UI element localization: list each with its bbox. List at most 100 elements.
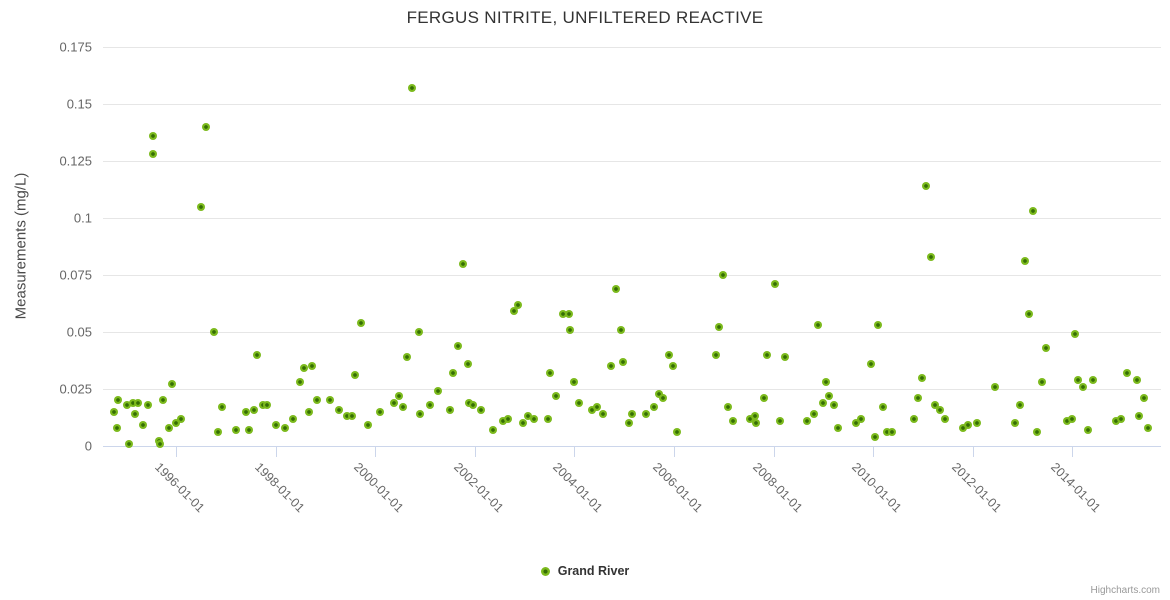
data-point[interactable] (530, 414, 539, 423)
data-point[interactable] (407, 84, 416, 93)
data-point[interactable] (543, 414, 552, 423)
data-point[interactable] (144, 400, 153, 409)
data-point[interactable] (364, 421, 373, 430)
data-point[interactable] (917, 373, 926, 382)
data-point[interactable] (217, 403, 226, 412)
data-point[interactable] (1063, 416, 1072, 425)
data-point[interactable] (672, 428, 681, 437)
data-point[interactable] (803, 416, 811, 425)
data-point[interactable] (513, 300, 522, 309)
data-point[interactable] (155, 439, 164, 448)
data-point[interactable] (1015, 400, 1024, 409)
data-point[interactable] (453, 341, 462, 350)
data-point[interactable] (342, 412, 351, 421)
highcharts-credits-link[interactable]: Highcharts.com (1090, 585, 1160, 596)
data-point[interactable] (335, 405, 344, 414)
data-point[interactable] (1123, 369, 1132, 378)
data-point[interactable] (128, 398, 137, 407)
data-point[interactable] (138, 421, 147, 430)
data-point[interactable] (213, 428, 222, 437)
data-point[interactable] (399, 403, 408, 412)
data-point[interactable] (295, 378, 304, 387)
data-point[interactable] (209, 328, 218, 336)
data-point[interactable] (130, 410, 139, 419)
data-point[interactable] (449, 369, 457, 378)
data-point[interactable] (616, 325, 625, 334)
data-point[interactable] (159, 396, 168, 405)
data-point[interactable] (289, 414, 298, 423)
data-point[interactable] (882, 428, 891, 437)
data-point[interactable] (857, 414, 866, 423)
data-point[interactable] (1078, 382, 1087, 391)
data-point[interactable] (307, 362, 316, 371)
data-point[interactable] (347, 412, 356, 421)
data-point[interactable] (665, 350, 674, 359)
data-point[interactable] (1071, 330, 1080, 339)
data-point[interactable] (1010, 419, 1019, 428)
data-point[interactable] (241, 407, 250, 416)
data-point[interactable] (587, 405, 596, 414)
data-point[interactable] (833, 423, 842, 432)
data-point[interactable] (852, 419, 861, 428)
data-point[interactable] (641, 410, 650, 419)
data-point[interactable] (1073, 375, 1082, 384)
data-point[interactable] (245, 426, 254, 435)
data-point[interactable] (728, 416, 737, 425)
data-point[interactable] (300, 364, 309, 373)
data-point[interactable] (1020, 257, 1029, 266)
data-point[interactable] (1089, 375, 1098, 384)
data-point[interactable] (821, 378, 830, 387)
data-point[interactable] (972, 419, 981, 428)
data-point[interactable] (503, 414, 512, 423)
data-point[interactable] (552, 391, 561, 400)
data-point[interactable] (122, 400, 131, 409)
data-point[interactable] (775, 416, 784, 425)
data-point[interactable] (746, 414, 755, 423)
data-point[interactable] (658, 394, 667, 403)
data-point[interactable] (202, 122, 211, 131)
data-point[interactable] (565, 325, 574, 334)
data-point[interactable] (498, 416, 507, 425)
data-point[interactable] (545, 369, 554, 378)
data-point[interactable] (231, 426, 240, 435)
data-point[interactable] (958, 423, 967, 432)
data-point[interactable] (1083, 426, 1092, 435)
data-point[interactable] (402, 353, 411, 362)
data-point[interactable] (654, 389, 663, 398)
data-point[interactable] (990, 382, 999, 391)
data-point[interactable] (523, 412, 532, 421)
data-point[interactable] (148, 131, 157, 140)
data-point[interactable] (1024, 309, 1033, 318)
data-point[interactable] (913, 394, 922, 403)
data-point[interactable] (878, 403, 887, 412)
data-point[interactable] (963, 421, 972, 430)
data-point[interactable] (489, 426, 498, 435)
data-point[interactable] (376, 407, 385, 416)
data-point[interactable] (262, 400, 271, 409)
data-point[interactable] (110, 407, 119, 416)
data-point[interactable] (416, 410, 425, 419)
data-point[interactable] (825, 391, 834, 400)
data-point[interactable] (177, 414, 186, 423)
data-point[interactable] (611, 284, 620, 293)
data-point[interactable] (867, 359, 876, 368)
data-point[interactable] (874, 321, 883, 330)
data-point[interactable] (165, 423, 174, 432)
data-point[interactable] (814, 321, 823, 330)
data-point[interactable] (1116, 414, 1125, 423)
data-point[interactable] (280, 423, 289, 432)
data-point[interactable] (1132, 375, 1141, 384)
data-point[interactable] (271, 421, 280, 430)
data-point[interactable] (1134, 412, 1143, 421)
data-point[interactable] (723, 403, 732, 412)
data-point[interactable] (1033, 428, 1042, 437)
data-point[interactable] (468, 400, 477, 409)
data-point[interactable] (762, 350, 771, 359)
data-point[interactable] (1112, 416, 1121, 425)
data-point[interactable] (325, 396, 334, 405)
data-point[interactable] (909, 414, 918, 423)
data-point[interactable] (887, 428, 896, 437)
data-point[interactable] (304, 407, 313, 416)
data-point[interactable] (719, 271, 728, 279)
data-point[interactable] (114, 396, 123, 405)
